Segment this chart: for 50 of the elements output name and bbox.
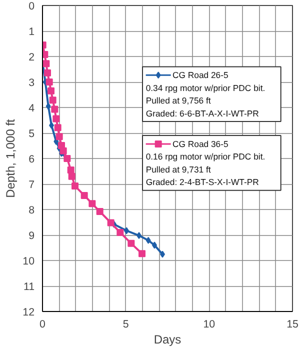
point	[54, 124, 62, 132]
legend-label: CG Road 26-5	[172, 70, 228, 80]
point	[42, 50, 48, 58]
y-tick-label: 1	[28, 26, 35, 38]
annotation: 0.16 rpg motor w/prior PDC bit.	[146, 152, 266, 162]
y-tick-label: 2	[28, 52, 35, 64]
point	[60, 147, 67, 154]
point	[146, 236, 151, 244]
y-tick-label: 8	[28, 204, 35, 216]
x-axis-title: Days	[154, 332, 182, 346]
point	[116, 228, 124, 236]
x-tick-label: 15	[286, 318, 298, 330]
annotation: Pulled at 9,731 ft	[146, 164, 212, 174]
point	[96, 208, 104, 216]
point	[68, 172, 76, 180]
point	[88, 200, 96, 208]
y-axis-title: Depth, 1,000 ft	[4, 118, 18, 198]
x-tick-label: 10	[203, 318, 216, 330]
y-tick-label: 0	[28, 0, 35, 12]
legend-label: CG Road 36-5	[172, 138, 228, 149]
y-tick-label: 3	[28, 77, 35, 89]
annotation: Graded: 2-4-BT-S-X-I-WT-PR	[146, 177, 259, 188]
point	[67, 166, 74, 174]
y-tick-label: 12	[22, 306, 35, 318]
point	[46, 102, 51, 110]
point	[44, 69, 51, 76]
point	[51, 106, 58, 113]
annotation: 0.34 rpg motor w/prior PDC bit.	[146, 82, 266, 93]
y-tick-label: 9	[28, 230, 35, 242]
y-tick-label: 4	[28, 102, 35, 114]
point	[48, 87, 54, 94]
x-tick-label: 5	[122, 318, 129, 330]
point	[72, 182, 78, 190]
point	[52, 115, 60, 122]
point	[107, 219, 114, 226]
annotation: Pulled at 9,756 ft	[146, 96, 212, 106]
point	[138, 250, 146, 258]
point	[56, 133, 63, 140]
point	[49, 96, 56, 104]
point	[42, 60, 50, 68]
x-tick-label: 0	[40, 318, 46, 330]
y-tick-label: 10	[22, 256, 35, 268]
point	[46, 78, 53, 86]
y-tick-label: 6	[28, 154, 35, 166]
point	[80, 192, 88, 199]
y-tick-label: 7	[28, 179, 35, 191]
point	[128, 240, 135, 247]
y-tick-label: 11	[23, 281, 35, 293]
annotation: Graded: 6-6-BT-A-X-I-WT-PR	[146, 108, 259, 118]
y-tick-label: 5	[28, 128, 35, 140]
